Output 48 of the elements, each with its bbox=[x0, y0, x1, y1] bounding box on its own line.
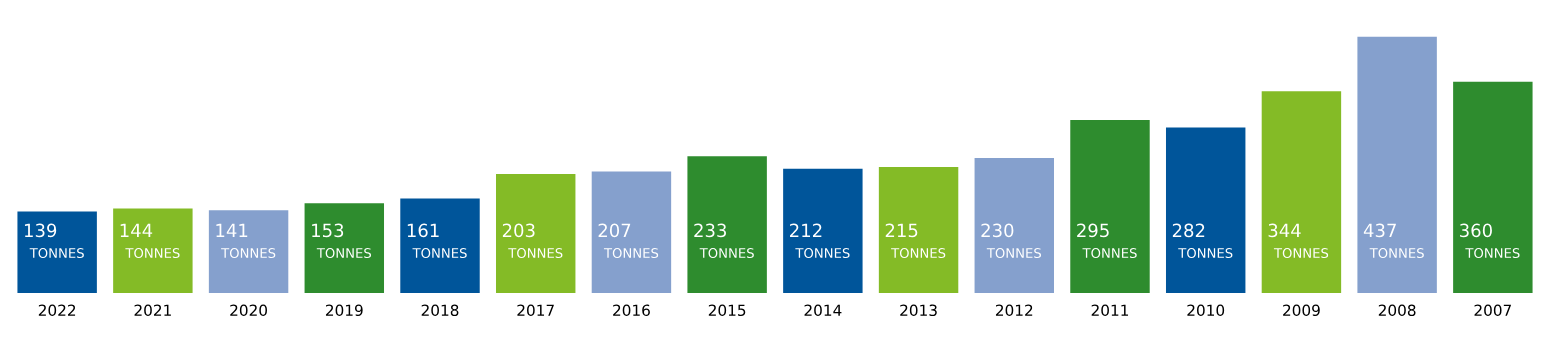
data-label: 139 TONNES bbox=[24, 223, 84, 259]
x-tick-label: 2009 bbox=[1283, 304, 1320, 317]
bar bbox=[783, 168, 863, 294]
x-tick-label: 2015 bbox=[708, 304, 746, 317]
data-label: 360 TONNES bbox=[1460, 223, 1520, 259]
bar bbox=[113, 208, 193, 294]
x-tick-label: 2014 bbox=[804, 304, 842, 317]
data-label: 437 TONNES bbox=[1363, 223, 1424, 259]
x-tick-label: 2019 bbox=[325, 304, 363, 317]
data-label: 161 TONNES bbox=[407, 223, 467, 259]
bar bbox=[1165, 127, 1246, 294]
bar bbox=[878, 166, 959, 294]
data-label: 295 TONNES bbox=[1077, 223, 1137, 259]
data-label: 212 TONNES bbox=[790, 223, 850, 259]
bar bbox=[1261, 91, 1342, 294]
x-tick-label: 2017 bbox=[517, 304, 554, 317]
x-tick-label: 2010 bbox=[1187, 304, 1225, 317]
data-label: 233 TONNES bbox=[694, 223, 754, 259]
data-label: 153 TONNES bbox=[312, 223, 372, 259]
x-tick-label: 2018 bbox=[421, 304, 459, 317]
x-tick-label: 2013 bbox=[900, 304, 937, 317]
bar bbox=[1357, 36, 1437, 294]
data-label: 203 TONNES bbox=[502, 223, 563, 259]
x-tick-label: 2016 bbox=[613, 304, 650, 317]
bar bbox=[687, 156, 767, 294]
x-tick-label: 2020 bbox=[230, 304, 268, 317]
data-label: 215 TONNES bbox=[885, 223, 946, 259]
bar bbox=[304, 203, 385, 294]
bar bbox=[400, 198, 480, 294]
bar bbox=[496, 173, 576, 294]
data-label: 282 TONNES bbox=[1172, 223, 1233, 259]
data-label: 344 TONNES bbox=[1268, 223, 1329, 259]
bar bbox=[974, 158, 1054, 294]
x-tick-label: 2007 bbox=[1474, 304, 1511, 317]
data-label: 144 TONNES bbox=[120, 223, 180, 259]
x-tick-label: 2011 bbox=[1091, 304, 1129, 317]
bar bbox=[1453, 81, 1533, 294]
x-tick-label: 2008 bbox=[1378, 304, 1416, 317]
x-tick-label: 2012 bbox=[995, 304, 1033, 317]
data-label: 230 TONNES bbox=[981, 223, 1041, 259]
bar bbox=[208, 210, 289, 294]
bar bbox=[591, 171, 672, 294]
x-tick-label: 2022 bbox=[38, 304, 76, 317]
bar bbox=[1070, 119, 1150, 294]
data-label: 207 TONNES bbox=[598, 223, 659, 259]
bar bbox=[17, 211, 97, 294]
data-label: 141 TONNES bbox=[216, 223, 276, 259]
x-tick-label: 2021 bbox=[134, 304, 171, 317]
